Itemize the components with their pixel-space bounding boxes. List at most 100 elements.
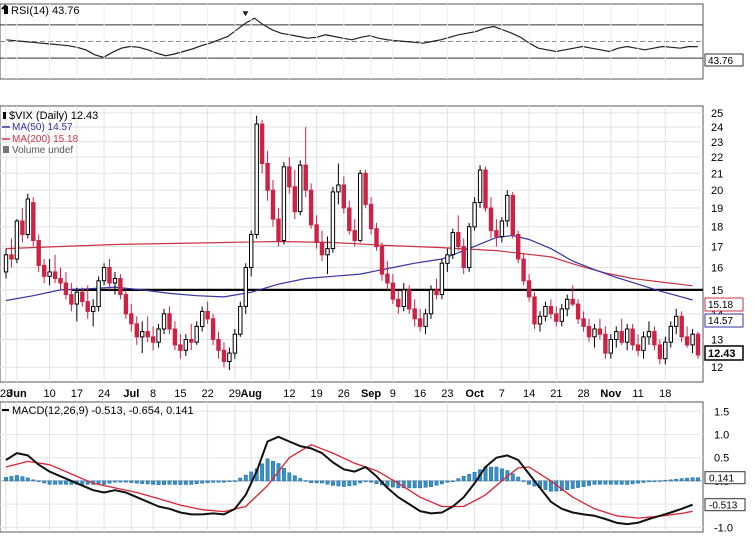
macd-histogram-bar — [603, 480, 608, 485]
candle-body — [80, 291, 85, 303]
candle-body — [456, 232, 461, 247]
macd-histogram-bar — [385, 480, 390, 487]
candle-body — [434, 289, 439, 296]
macd-histogram-bar — [685, 477, 690, 482]
ma50-value-box — [704, 313, 744, 328]
candle-body — [20, 220, 25, 235]
candle-body — [150, 336, 156, 343]
candle-body — [292, 186, 298, 213]
candle-body — [695, 333, 701, 356]
candle-body — [232, 333, 238, 354]
candle-body — [679, 315, 684, 338]
candle-body — [608, 339, 613, 354]
candle-body — [276, 218, 281, 242]
macd-histogram-bar — [636, 480, 641, 484]
candle-body — [586, 325, 592, 338]
candle-body — [347, 207, 352, 232]
macd-histogram-bar — [641, 480, 646, 483]
candle-body — [259, 123, 265, 164]
macd-histogram-bar — [216, 480, 221, 483]
macd-histogram-badge-text: 0.141 — [709, 474, 734, 485]
candle-body — [663, 341, 668, 360]
macd-histogram-bar — [325, 480, 330, 485]
x-axis-label: 8 — [150, 388, 156, 400]
candle-body — [674, 315, 679, 327]
macd-histogram-bar — [347, 480, 352, 487]
macd-histogram-bar — [227, 480, 232, 482]
candle-body — [521, 258, 526, 282]
macd-histogram-bar — [690, 477, 695, 482]
macd-histogram-bar — [140, 480, 145, 484]
candle-body — [58, 278, 63, 284]
macd-histogram-bar — [581, 480, 586, 487]
candle-body — [216, 339, 221, 351]
macd-histogram-bar — [614, 480, 619, 485]
macd-histogram-bar — [25, 477, 30, 482]
macd-histogram-bar — [576, 480, 581, 488]
candle-body — [363, 172, 368, 205]
price-value-badge: 12.43 — [704, 345, 744, 361]
candle-body — [423, 313, 428, 327]
macd-histogram-bar — [330, 480, 335, 486]
price-tick-label: 16 — [711, 263, 723, 275]
volume-label: Volume undef — [12, 145, 73, 156]
macd-histogram-bar — [156, 480, 161, 486]
ma200-value-box — [704, 297, 744, 312]
macd-histogram-badge-box — [704, 471, 746, 485]
macd-histogram-bar — [151, 480, 156, 485]
macd-group — [4, 435, 700, 526]
candle-body — [314, 224, 319, 244]
candle-body — [330, 191, 336, 249]
macd-histogram-bar — [418, 480, 423, 489]
rsi-value-box — [704, 53, 744, 67]
candle-body — [145, 331, 150, 338]
macd-histogram-bar — [467, 474, 472, 482]
candle-body — [483, 169, 488, 209]
candle-body — [352, 230, 357, 242]
macd-histogram-bar — [369, 480, 374, 483]
candle-body — [161, 313, 167, 330]
x-axis-label: Sep — [361, 388, 381, 400]
candle-body — [690, 333, 695, 346]
macd-histogram-bar — [390, 480, 395, 488]
macd-histogram-bar — [674, 478, 679, 482]
candle-body — [14, 220, 20, 260]
rsi-line — [5, 17, 699, 58]
macd-histogram-bar — [597, 480, 602, 485]
x-axis-label: 9 — [390, 388, 396, 400]
candle-body — [385, 273, 390, 284]
macd-histogram-bar — [445, 480, 450, 483]
x-axis-label: 14 — [523, 388, 535, 400]
x-axis-label: 21 — [550, 388, 562, 400]
macd-histogram-bar — [450, 480, 455, 482]
candle-body — [298, 164, 303, 213]
candle-body — [227, 352, 232, 363]
macd-histogram-bar — [281, 467, 286, 482]
macd-histogram-bar — [527, 480, 532, 485]
candle-body — [281, 166, 287, 241]
macd-histogram-bar — [314, 480, 319, 484]
macd-histogram-bar — [407, 480, 412, 489]
macd-histogram-bar — [63, 480, 68, 485]
candle-body — [570, 298, 575, 305]
candle-body — [101, 267, 107, 282]
rsi-peak-marker — [242, 11, 249, 17]
macd-histogram-bar — [238, 477, 243, 482]
candle-body — [140, 331, 145, 338]
macd-histogram-bar — [42, 480, 47, 484]
candle-body — [652, 331, 657, 346]
macd-histogram-bar — [102, 480, 107, 485]
ma200-value: 15.18 — [708, 300, 733, 311]
macd-histogram-bar — [232, 480, 237, 482]
macd-histogram-bar — [113, 480, 117, 483]
macd-histogram-bar — [363, 480, 368, 482]
candle-body — [554, 313, 559, 322]
macd-histogram-bar — [118, 480, 123, 483]
candle-body — [107, 267, 112, 284]
x-axis-label: 17 — [71, 388, 83, 400]
macd-histogram-bar — [200, 480, 205, 484]
macd-histogram-bar — [183, 480, 188, 485]
macd-histogram-bar — [309, 480, 314, 484]
candle-body — [69, 294, 74, 305]
macd-histogram-bar — [9, 476, 14, 482]
